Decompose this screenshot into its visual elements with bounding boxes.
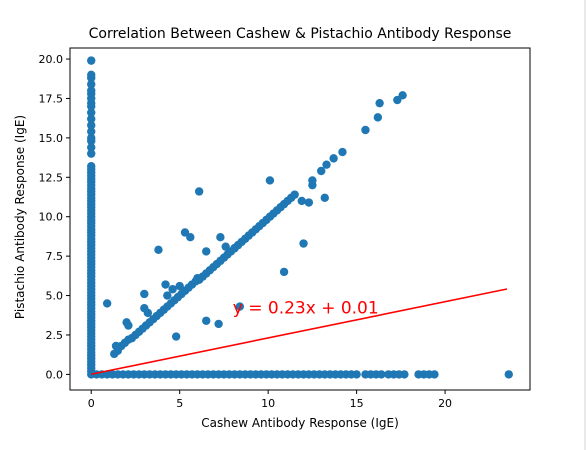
data-point: [87, 149, 96, 158]
data-point: [87, 70, 96, 80]
data-point: [87, 80, 96, 89]
y-tick-label: 5.0: [46, 290, 64, 303]
data-point: [265, 176, 275, 185]
data-point: [87, 86, 96, 95]
x-tick-label: 5: [176, 397, 183, 410]
data-point: [400, 370, 409, 379]
x-tick-label: 0: [88, 397, 95, 410]
data-point: [375, 98, 384, 108]
data-point: [194, 187, 204, 196]
y-tick-label: 7.5: [46, 250, 64, 263]
data-point: [87, 108, 96, 117]
data-point: [377, 370, 386, 379]
data-point: [317, 166, 326, 176]
data-point: [398, 91, 407, 100]
regression-line: [91, 288, 508, 376]
data-point: [87, 121, 96, 130]
data-point: [373, 113, 383, 122]
data-point: [102, 299, 112, 308]
data-point: [202, 316, 211, 325]
x-tick-label: 15: [350, 397, 364, 410]
data-point: [186, 233, 195, 242]
data-point: [87, 133, 96, 143]
data-point: [430, 370, 439, 379]
y-tick-label: 12.5: [39, 171, 64, 184]
data-point: [361, 125, 370, 135]
data-point: [290, 190, 299, 199]
data-point: [352, 370, 361, 379]
data-point: [87, 56, 96, 65]
data-point: [154, 245, 163, 255]
data-point: [143, 308, 153, 318]
y-axis-label: Pistachio Antibody Response (IgE): [13, 115, 27, 319]
data-point: [111, 341, 121, 351]
data-point: [320, 193, 329, 202]
regression-equation: y = 0.23x + 0.01: [233, 299, 379, 319]
data-point: [329, 154, 338, 163]
y-tick-label: 15.0: [39, 132, 64, 145]
data-point: [175, 281, 184, 291]
data-point: [193, 274, 202, 283]
data-point: [297, 196, 306, 206]
data-point: [504, 370, 513, 379]
window-edge: [584, 0, 586, 450]
data-point: [279, 267, 289, 277]
y-tick-label: 17.5: [39, 92, 64, 105]
x-tick-label: 20: [438, 397, 452, 410]
data-point: [161, 280, 170, 289]
data-point: [168, 285, 177, 294]
y-tick-label: 0.0: [46, 368, 64, 381]
data-point: [221, 242, 230, 251]
x-tick-label: 10: [261, 397, 275, 410]
data-point: [87, 127, 96, 136]
axes-frame: [69, 47, 531, 391]
data-point: [304, 198, 314, 207]
data-point: [338, 147, 347, 157]
x-axis-label: Cashew Antibody Response (IgE): [201, 416, 399, 430]
data-point: [322, 160, 331, 169]
data-point: [299, 239, 308, 248]
data-point: [87, 114, 96, 124]
chart-title: Correlation Between Cashew & Pistachio A…: [89, 26, 512, 42]
data-point: [202, 247, 211, 256]
data-point: [87, 162, 96, 171]
y-tick-label: 2.5: [46, 329, 64, 342]
data-point: [140, 289, 149, 299]
data-point: [308, 176, 317, 185]
data-point: [216, 233, 225, 242]
data-point: [87, 143, 96, 152]
data-point: [171, 332, 181, 341]
data-point: [124, 321, 133, 330]
y-tick-label: 10.0: [39, 211, 64, 224]
data-point: [235, 302, 245, 311]
data-point: [163, 291, 172, 300]
data-point: [230, 244, 239, 253]
data-point: [214, 319, 223, 329]
plot-area: 0 5 10 15 20 0.0 2.5 5.0 7.5 10.0 12.5 15.0 17.5 20.0…: [39, 47, 531, 410]
y-tick-label: 20.0: [39, 53, 64, 66]
